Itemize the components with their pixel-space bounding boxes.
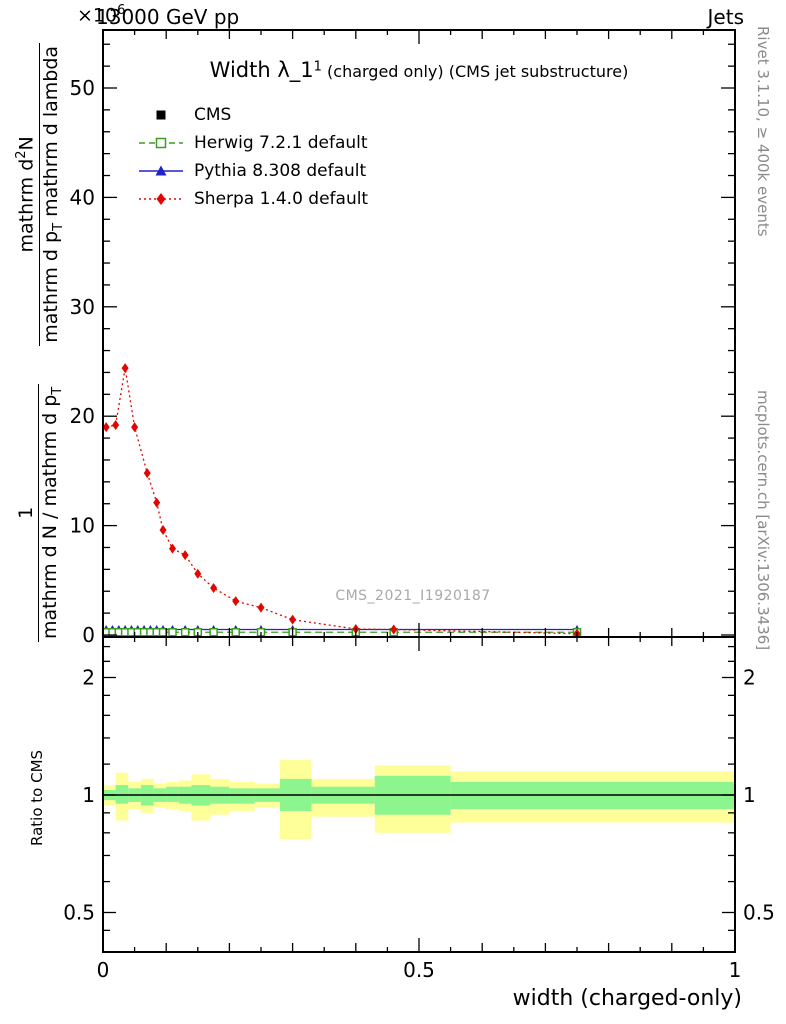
y-label-frac2-den-post: mathrm d lambda [40, 45, 63, 223]
analysis-id-watermark: CMS_2021_I1920187 [335, 588, 491, 604]
y-label-frac2-num-post: N [15, 136, 38, 151]
ratio-y-tick-label: 2 [82, 666, 95, 690]
rivet-version-note: Rivet 3.1.10, ≥ 400k events [754, 26, 772, 237]
y-label-fraction-2: mathrm d2N mathrm d pT mathrm d lambda [14, 42, 68, 346]
ratio-band-inner [229, 788, 255, 804]
header-analysis-group: Jets [707, 5, 744, 29]
y-label-frac1-numerator: 1 [14, 506, 37, 519]
mcplots-reference-note: mcplots.cern.ch [arXiv:1306.3436] [754, 390, 772, 651]
marker-filled-diamond [169, 543, 177, 554]
y-label-frac2-num-pre: mathrm d [15, 158, 38, 253]
ratio-y-tick-label: 2 [743, 666, 756, 690]
ratio-y-tick-label: 1 [743, 783, 756, 807]
marker-filled-diamond [121, 363, 129, 374]
x-axis-label: width (charged-only) [512, 986, 742, 1011]
filled-diamond-icon [139, 193, 183, 205]
marker-filled-diamond [112, 419, 120, 430]
legend-label: Pythia 8.308 default [194, 161, 367, 181]
marker-filled-square [156, 110, 166, 120]
legend-label: Sherpa 1.4.0 default [194, 189, 369, 209]
legend-label: CMS [194, 105, 232, 125]
plot-title: Width λ_11 (charged only) (CMS jet subst… [103, 58, 735, 82]
multiplier-base: ×10 [77, 4, 118, 27]
legend-label: Herwig 7.2.1 default [194, 133, 368, 153]
main-y-tick-label: 50 [70, 76, 95, 100]
y-label-frac2-denominator: mathrm d pT mathrm d lambda [39, 42, 68, 346]
marker-filled-diamond [159, 524, 167, 535]
marker-filled-diamond [390, 624, 398, 635]
marker-filled-diamond [232, 596, 240, 607]
legend: CMS Herwig 7.2.1 default Pythia 8.308 defa… [138, 105, 369, 218]
ratio-y-tick-label: 0.5 [63, 901, 95, 925]
y-label-fraction-1: 1 mathrm d N / mathrm d pT [14, 383, 67, 642]
marker-open-square [158, 628, 168, 637]
marker-filled-diamond [156, 193, 166, 205]
marker-filled-diamond [210, 582, 218, 593]
title-observable: Width λ_1 [209, 58, 314, 82]
y-label-frac2-numerator: mathrm d2N [14, 136, 39, 252]
multiplier-exponent: 6 [117, 3, 126, 18]
ratio-y-tick-label: 0.5 [743, 901, 775, 925]
x-tick-label: 0 [97, 958, 110, 982]
x-tick-label: 1 [729, 958, 742, 982]
title-superscript: 1 [313, 59, 322, 75]
marker-open-square [155, 137, 167, 149]
marker-filled-diamond [153, 497, 161, 508]
marker-filled-diamond [131, 422, 139, 433]
main-y-axis-label: 1 mathrm d N / mathrm d pT mathrm d2N ma… [14, 42, 68, 642]
main-y-tick-label: 30 [70, 295, 95, 319]
marker-filled-diamond [289, 614, 297, 625]
x-tick-label: 0.5 [403, 958, 435, 982]
marker-open-square [168, 628, 177, 637]
y-label-frac1-den-sub: T [50, 386, 66, 395]
marker-filled-diamond [102, 422, 110, 433]
y-label-frac1-denominator: mathrm d N / mathrm d pT [38, 383, 67, 642]
marker-filled-diamond [257, 602, 265, 613]
marker-filled-triangle [155, 165, 167, 176]
y-label-frac2-den-sub: T [50, 222, 66, 231]
y-label-frac2-num-sup: 2 [14, 150, 29, 159]
y-axis-multiplier: ×106 [77, 3, 125, 26]
marker-open-square [231, 628, 240, 637]
marker-filled-diamond [194, 568, 202, 579]
filled-square-icon [156, 110, 166, 120]
y-label-frac2-den-pre: mathrm d p [40, 230, 63, 343]
marker-open-square [209, 628, 218, 637]
filled-triangle-icon [139, 165, 183, 176]
open-square-icon [139, 137, 183, 149]
legend-item: Pythia 8.308 default [138, 161, 368, 181]
title-qualifier: (charged only) (CMS jet substructure) [321, 62, 629, 81]
main-y-tick-label: 0 [82, 623, 95, 647]
ratio-y-tick-label: 1 [82, 783, 95, 807]
main-y-tick-label: 10 [70, 514, 95, 538]
marker-open-square [180, 628, 190, 637]
header-beam-energy: 13000 GeV pp [96, 5, 240, 29]
marker-filled-diamond [143, 468, 151, 479]
main-y-tick-label: 40 [70, 185, 95, 209]
main-y-tick-label: 20 [70, 404, 95, 428]
ratio-y-axis-label: Ratio to CMS [28, 749, 46, 846]
legend-item: CMS [138, 105, 368, 125]
marker-filled-diamond [181, 550, 189, 561]
y-label-frac1-den-text: mathrm d N / mathrm d p [39, 394, 62, 639]
legend-item: Sherpa 1.4.0 default [138, 189, 369, 209]
legend-item: Herwig 7.2.1 default [138, 133, 368, 153]
